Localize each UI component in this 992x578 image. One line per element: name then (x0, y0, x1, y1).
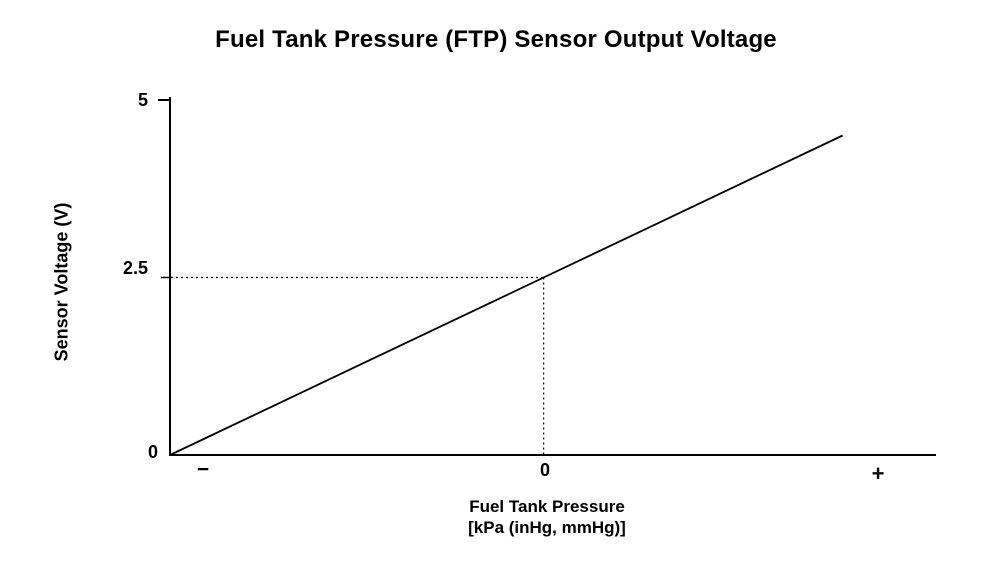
y-tick-label-0: 0 (147, 442, 158, 462)
x-tick-label-zero: 0 (539, 460, 550, 480)
x-tick-label-plus: + (871, 461, 885, 486)
x-axis-label: Fuel Tank Pressure [kPa (inHg, mmHg)] (397, 496, 697, 539)
x-axis-label-line2: [kPa (inHg, mmHg)] (468, 518, 626, 538)
chart-title: Fuel Tank Pressure (FTP) Sensor Output V… (215, 26, 777, 53)
data-line-ftp-output (169, 134, 843, 456)
x-tick-label-minus: − (196, 458, 210, 481)
y-tick-label-5: 5 (137, 90, 148, 110)
x-axis-label-line1: Fuel Tank Pressure (469, 497, 625, 516)
y-tick-label-2-5: 2.5 (122, 258, 148, 278)
